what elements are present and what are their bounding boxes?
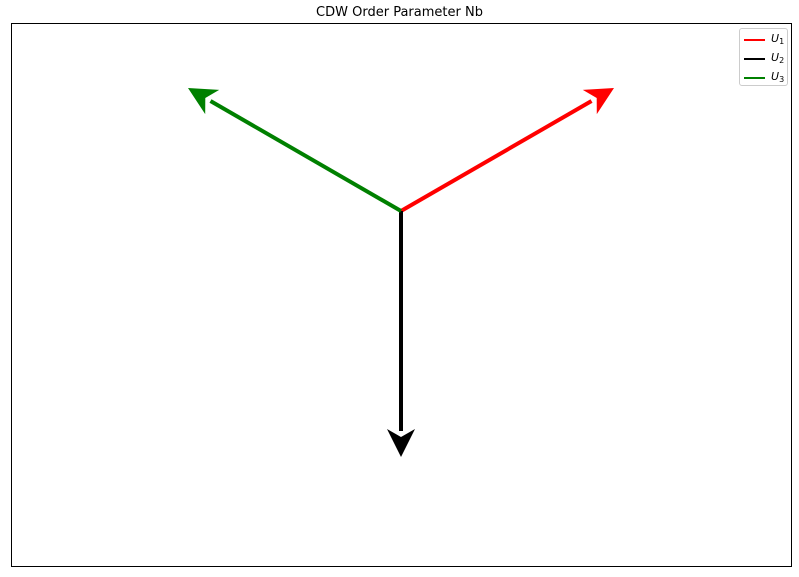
legend-label-u2: U2 [771,51,784,65]
vector-u1 [399,88,614,213]
legend-item-u3: U3 [740,69,789,87]
legend-swatch-u1 [744,39,765,41]
legend: U1 U2 U3 [739,28,788,86]
legend-label-u2-name: U [771,51,780,64]
legend-label-u1-name: U [771,32,780,45]
legend-swatch-u2 [744,58,765,60]
legend-label-u3-sub: 3 [779,75,785,84]
legend-label-u3-name: U [771,70,780,83]
vector-layer [188,88,614,457]
legend-item-u2: U2 [740,50,789,68]
vector-u2 [387,211,415,457]
legend-swatch-u3 [744,77,765,79]
vector-u3 [188,88,403,213]
legend-label-u1-sub: 1 [779,37,785,46]
chart-title: CDW Order Parameter Nb [316,5,483,20]
vector-u3-shaft [209,99,403,213]
legend-label-u1: U1 [771,32,784,46]
vector-u3-head [188,88,220,115]
vector-u1-head [582,88,614,115]
legend-label-u2-sub: 2 [779,56,785,65]
vector-u2-head [387,429,415,457]
legend-label-u3: U3 [771,70,784,84]
legend-item-u1: U1 [740,31,789,49]
vector-u1-shaft [399,99,593,213]
